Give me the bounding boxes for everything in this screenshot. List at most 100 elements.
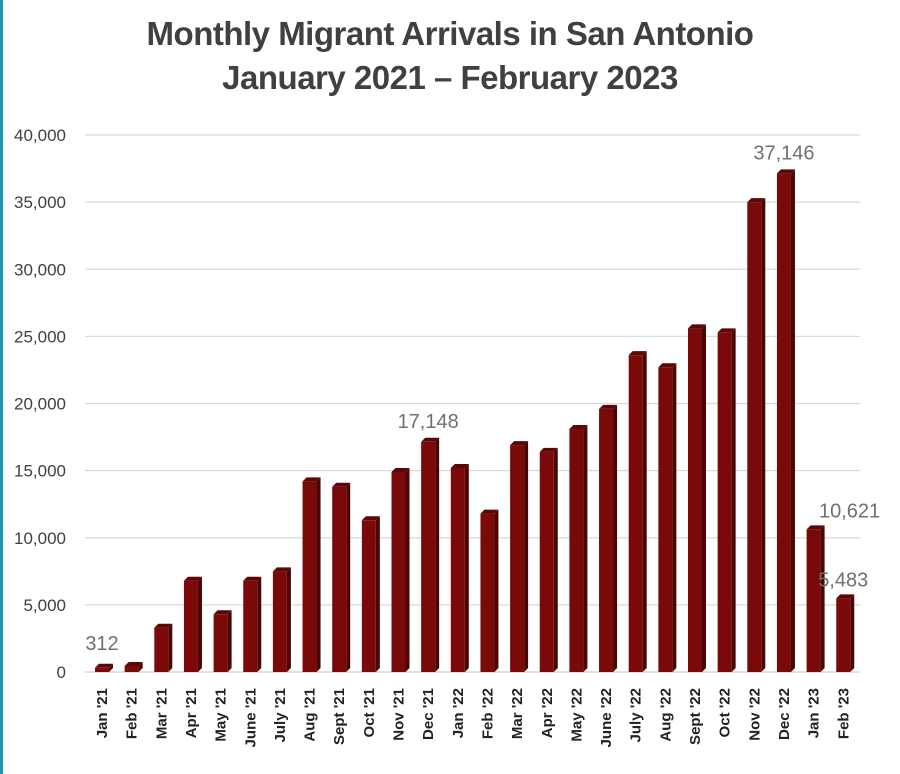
- x-tick-label: Sept '21: [331, 688, 348, 745]
- y-tick-label: 10,000: [14, 529, 66, 548]
- bar-side: [109, 663, 113, 672]
- y-tick-label: 20,000: [14, 395, 66, 414]
- y-tick-label: 0: [57, 663, 66, 682]
- x-tick-label: Jan '22: [450, 688, 467, 738]
- x-tick-label: Mar '22: [509, 688, 526, 739]
- x-tick-label: Feb '22: [479, 688, 496, 739]
- x-tick-label: July '22: [628, 688, 645, 742]
- bar-top: [599, 404, 618, 409]
- bar: [480, 513, 495, 672]
- bar-side: [613, 404, 618, 672]
- bar: [450, 467, 465, 672]
- bar-side: [672, 363, 677, 672]
- bar-top: [154, 623, 173, 628]
- x-tick-label: Aug '21: [302, 688, 319, 742]
- bar-side: [257, 576, 262, 672]
- bar: [154, 627, 169, 672]
- bar-side: [286, 567, 291, 672]
- bar-side: [168, 623, 173, 672]
- x-tick-label: Dec '22: [776, 688, 793, 740]
- bar: [688, 328, 702, 672]
- bar-side: [731, 328, 736, 672]
- x-tick-label: June '21: [242, 688, 259, 747]
- data-label: 17,148: [398, 411, 459, 433]
- x-tick-label: Jan '21: [94, 688, 111, 738]
- bar-top: [836, 594, 855, 599]
- x-tick-label: June '22: [598, 688, 615, 747]
- bar-side: [375, 516, 380, 672]
- bar-top: [450, 463, 469, 468]
- x-tick-label: July '21: [272, 688, 289, 742]
- bar: [213, 614, 228, 672]
- bar-top: [658, 363, 677, 368]
- y-tick-label: 40,000: [14, 126, 66, 145]
- x-tick-label: Jan '23: [806, 688, 823, 738]
- bar-side: [464, 463, 469, 672]
- bar-top: [510, 441, 529, 446]
- bar: [124, 665, 139, 672]
- bar: [806, 529, 821, 672]
- data-label: 312: [85, 633, 118, 655]
- bar-top: [361, 516, 380, 521]
- bar-side: [227, 610, 232, 672]
- bar-side: [642, 351, 647, 672]
- bar-top: [183, 576, 202, 581]
- bar: [510, 445, 525, 672]
- chart-title: Monthly Migrant Arrivals in San Antonio: [146, 15, 754, 52]
- y-tick-label: 5,000: [23, 596, 66, 615]
- x-tick-label: Apr '22: [539, 688, 556, 738]
- bar-side: [583, 425, 588, 672]
- x-tick-label: Feb '23: [835, 688, 852, 739]
- bar: [302, 481, 317, 672]
- bar-top: [332, 482, 351, 487]
- bar-top: [806, 525, 825, 530]
- bar-side: [553, 447, 558, 672]
- bar-top: [688, 324, 706, 329]
- chart-title-block: Monthly Migrant Arrivals in San Antonio …: [0, 12, 900, 100]
- bar: [95, 667, 109, 672]
- bar: [836, 598, 851, 672]
- x-tick-label: Aug '22: [657, 688, 674, 742]
- left-accent-rule: [0, 0, 3, 774]
- bar-side: [850, 594, 855, 672]
- bar-side: [197, 576, 202, 672]
- bar-side: [346, 482, 351, 672]
- bar: [272, 571, 287, 672]
- bar: [361, 520, 376, 672]
- bar: [539, 451, 554, 672]
- bar-side: [702, 324, 706, 672]
- chart-subtitle: January 2021 – February 2023: [222, 59, 678, 96]
- bar-top: [272, 567, 291, 572]
- bar: [421, 441, 436, 672]
- bar: [243, 580, 258, 672]
- bar: [658, 367, 673, 672]
- x-tick-label: May '22: [568, 688, 585, 742]
- bar: [717, 332, 732, 672]
- bar: [776, 173, 791, 673]
- bar-side: [524, 441, 529, 672]
- y-tick-label: 25,000: [14, 327, 66, 346]
- bar-top: [302, 477, 321, 482]
- bar-side: [405, 467, 410, 672]
- data-label: 37,146: [753, 142, 814, 164]
- bar-top: [243, 576, 262, 581]
- y-tick-label: 30,000: [14, 260, 66, 279]
- bar-side: [761, 198, 766, 672]
- bar-side: [494, 509, 499, 672]
- x-tick-label: Mar '21: [153, 688, 170, 739]
- bar: [599, 408, 614, 672]
- bar-top: [391, 467, 410, 472]
- x-tick-label: Sept '22: [687, 688, 704, 745]
- x-tick-label: Dec '21: [420, 688, 437, 740]
- bar-side: [138, 661, 143, 672]
- bar-top: [480, 509, 499, 514]
- bar-top: [776, 169, 795, 174]
- bar: [628, 355, 643, 672]
- bar: [569, 429, 584, 672]
- bar: [747, 202, 762, 672]
- y-tick-label: 35,000: [14, 193, 66, 212]
- bar-side: [790, 169, 795, 673]
- bar-top: [747, 198, 766, 203]
- data-label: 5,483: [818, 569, 868, 591]
